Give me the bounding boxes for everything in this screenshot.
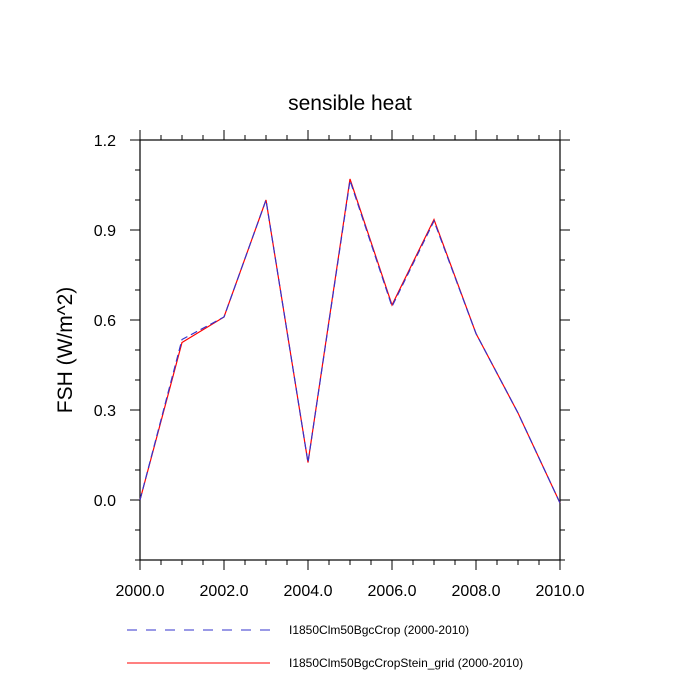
plot-frame bbox=[139, 139, 561, 561]
y-tick-label: 0.6 bbox=[94, 313, 116, 330]
series-line-2 bbox=[139, 178, 561, 504]
x-tick-label: 2000.0 bbox=[116, 583, 165, 600]
y-tick-label: 1.2 bbox=[94, 133, 116, 150]
chart-title: sensible heat bbox=[288, 92, 412, 115]
series-line-1 bbox=[139, 180, 561, 504]
legend: I1850Clm50BgcCrop (2000-2010) I1850Clm50B… bbox=[127, 623, 523, 670]
x-tick-label: 2004.0 bbox=[284, 583, 333, 600]
legend-label-2: I1850Clm50BgcCropStein_grid (2000-2010) bbox=[289, 656, 523, 670]
x-tick-label: 2008.0 bbox=[452, 583, 501, 600]
x-tick-label: 2010.0 bbox=[536, 583, 585, 600]
y-tick-label: 0.3 bbox=[94, 403, 116, 420]
x-tick-label: 2006.0 bbox=[368, 583, 417, 600]
x-tick-label: 2002.0 bbox=[200, 583, 249, 600]
y-tick-label: 0.0 bbox=[94, 493, 116, 510]
y-tick-label: 0.9 bbox=[94, 223, 116, 240]
plot-area: 0.0 0.3 0.6 0.9 1.2 2000.0 2002.0 2004.0 2006.0 2… bbox=[94, 130, 585, 600]
y-axis-label: FSH (W/m^2) bbox=[54, 287, 77, 414]
legend-label-1: I1850Clm50BgcCrop (2000-2010) bbox=[289, 623, 469, 637]
